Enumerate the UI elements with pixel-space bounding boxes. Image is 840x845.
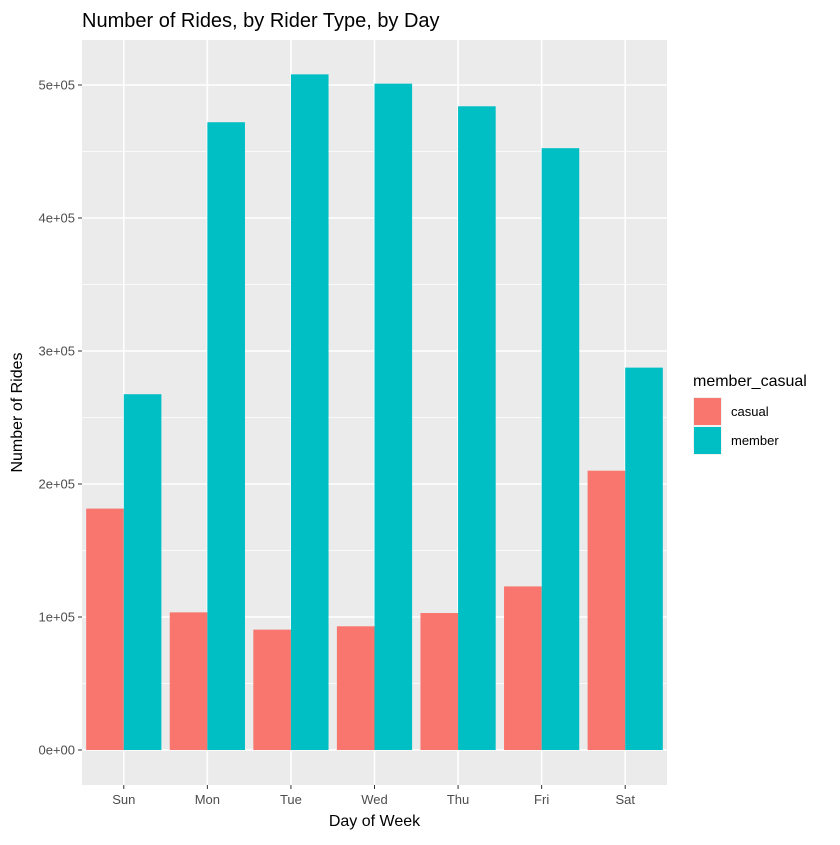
bar-member-tue (290, 74, 329, 751)
x-tick-label: Sat (615, 792, 635, 807)
x-tick-label: Tue (280, 792, 302, 807)
bar-casual-mon (169, 612, 208, 750)
bar-casual-fri (504, 586, 542, 750)
x-axis: Sun Mon Tue Wed Thu Fri Sat (112, 785, 635, 807)
x-tick-label: Mon (195, 792, 220, 807)
bar-member-thu (458, 106, 496, 750)
legend-swatch-member (694, 427, 721, 454)
legend-label-member: member (731, 433, 779, 448)
y-tick-label: 3e+05 (38, 344, 75, 359)
bar-casual-thu (420, 613, 459, 750)
bar-casual-sun (86, 508, 124, 750)
bar-casual-sat (587, 470, 626, 750)
y-tick-label: 2e+05 (38, 477, 75, 492)
legend-items: casual member (693, 397, 779, 455)
bar-casual-tue (253, 629, 291, 750)
y-axis-label: Number of Rides (9, 352, 26, 472)
chart-title: Number of Rides, by Rider Type, by Day (82, 10, 440, 32)
x-tick-label: Thu (447, 792, 469, 807)
y-tick-label: 1e+05 (38, 610, 75, 625)
bars (86, 74, 663, 751)
legend-label-casual: casual (731, 404, 769, 419)
bar-member-mon (207, 122, 245, 751)
bar-member-sat (625, 367, 663, 750)
x-tick-label: Wed (361, 792, 388, 807)
bar-member-wed (374, 83, 413, 751)
x-tick-label: Sun (112, 792, 135, 807)
legend-swatch-casual (694, 398, 721, 425)
x-tick-label: Fri (534, 792, 549, 807)
y-tick-label: 5e+05 (38, 78, 75, 93)
y-tick-label: 4e+05 (38, 211, 75, 226)
bar-member-sun (123, 394, 162, 750)
x-axis-label: Day of Week (329, 813, 421, 830)
y-axis: 0e+00 1e+05 2e+05 3e+05 4e+05 5e+05 (38, 78, 82, 758)
y-tick-label: 0e+00 (38, 743, 75, 758)
legend-title: member_casual (693, 373, 807, 390)
bar-casual-wed (336, 626, 375, 750)
bar-member-fri (541, 148, 580, 751)
legend: member_casual casual member (693, 373, 807, 455)
